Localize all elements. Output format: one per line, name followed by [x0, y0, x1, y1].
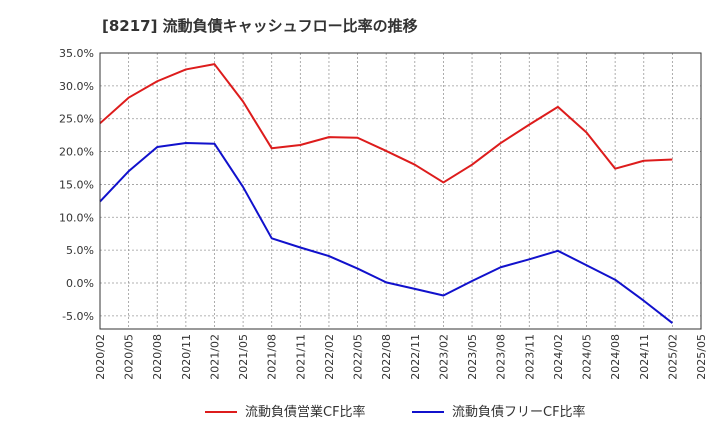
- y-tick-label: -5.0%: [62, 310, 94, 323]
- x-tick-label: 2024/08: [609, 334, 622, 380]
- x-tick-label: 2022/02: [323, 334, 336, 380]
- x-tick-label: 2024/11: [638, 334, 651, 380]
- x-tick-label: 2021/08: [266, 334, 279, 380]
- series-2: [99, 142, 673, 324]
- x-tick-label: 2021/05: [237, 334, 250, 380]
- y-tick-label: 0.0%: [66, 277, 94, 290]
- x-tick-label: 2020/11: [180, 334, 193, 380]
- x-tick-label: 2022/08: [380, 334, 393, 380]
- x-tick-label: 2022/05: [352, 334, 365, 380]
- x-tick-label: 2023/02: [437, 334, 450, 380]
- x-tick-label: 2020/08: [151, 334, 164, 380]
- y-axis: 35.0% 30.0% 25.0% 20.0% 15.0% 10.0% 5.0% 0.0% -5…: [59, 47, 94, 323]
- y-tick-label: 10.0%: [59, 211, 94, 224]
- y-tick-label: 20.0%: [59, 146, 94, 159]
- legend-item: 流動負債営業CF比率: [205, 404, 366, 420]
- chart-title: [8217] 流動負債キャッシュフロー比率の推移: [102, 17, 418, 35]
- series-1: [99, 63, 673, 184]
- x-tick-label: 2022/11: [409, 334, 422, 380]
- grid: [99, 52, 702, 329]
- x-tick-label: 2024/02: [552, 334, 565, 380]
- x-tick-label: 2023/08: [495, 334, 508, 380]
- y-tick-label: 15.0%: [59, 178, 94, 191]
- x-tick-label: 2023/11: [523, 334, 536, 380]
- legend-item: 流動負債フリーCF比率: [412, 404, 586, 420]
- x-tick-label: 2021/02: [208, 334, 221, 380]
- legend: 流動負債営業CF比率 流動負債フリーCF比率: [205, 404, 586, 420]
- x-tick-label: 2021/11: [294, 334, 307, 380]
- y-tick-label: 25.0%: [59, 113, 94, 126]
- x-axis: 2020/02 2020/05 2020/08 2020/11 2021/02 2021/…: [94, 334, 708, 380]
- x-tick-label: 2025/05: [695, 334, 708, 380]
- x-tick-label: 2020/02: [94, 334, 107, 380]
- plot-frame: [99, 52, 702, 330]
- legend-label: 流動負債営業CF比率: [245, 404, 366, 420]
- x-tick-label: 2020/05: [123, 334, 136, 380]
- x-tick-label: 2024/05: [581, 334, 594, 380]
- legend-label: 流動負債フリーCF比率: [452, 404, 586, 420]
- plot-area: [100, 53, 701, 329]
- x-tick-label: 2025/02: [666, 334, 679, 380]
- y-tick-label: 35.0%: [59, 47, 94, 60]
- y-tick-label: 5.0%: [66, 244, 94, 257]
- series-group: [99, 63, 673, 324]
- x-tick-label: 2023/05: [466, 334, 479, 380]
- y-tick-label: 30.0%: [59, 80, 94, 93]
